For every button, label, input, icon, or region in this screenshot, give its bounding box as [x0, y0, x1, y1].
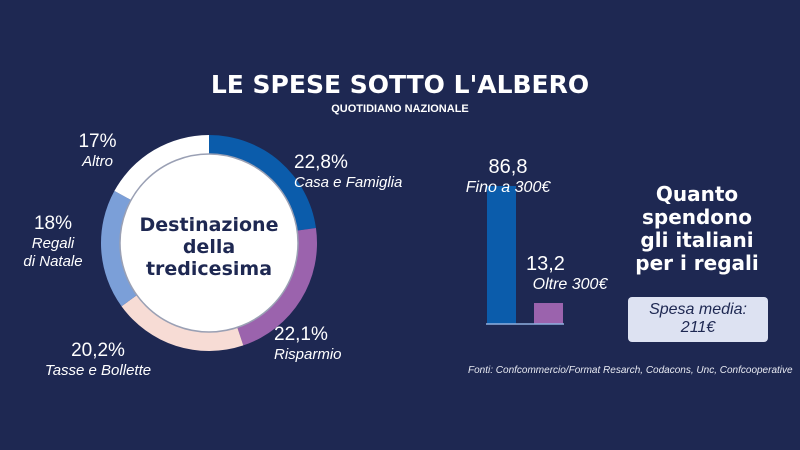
- side-title-line: per i regali: [635, 251, 759, 275]
- average-label: Spesa media:: [649, 301, 747, 318]
- bar-category: Fino a 300€: [465, 179, 551, 196]
- slice-name: Tasse e Bollette: [44, 362, 152, 379]
- slice-name: Altro: [82, 153, 113, 170]
- donut-slice: [101, 190, 137, 307]
- bar-value: 86,8: [488, 156, 528, 178]
- slice-name: Risparmio: [274, 346, 342, 363]
- average-value: 211€: [680, 319, 716, 336]
- bar-category: Oltre 300€: [532, 276, 608, 293]
- slice-label-altro: 17% Altro: [70, 131, 125, 170]
- center-line: Destinazione: [139, 214, 279, 236]
- side-title-line: Quanto: [655, 182, 739, 206]
- slice-label-tasse: 20,2% Tasse e Bollette: [38, 340, 158, 379]
- bar-value: 13,2: [526, 253, 565, 275]
- donut-center-title: Destinazione della tredicesima: [119, 214, 299, 280]
- donut-chart: [101, 135, 317, 351]
- sources-note: Fonti: Confcommercio/Format Resarch, Cod…: [468, 365, 793, 376]
- side-title-line: gli italiani: [640, 228, 754, 252]
- page-subtitle: QUOTIDIANO NAZIONALE: [331, 103, 469, 115]
- slice-value: 20,2%: [71, 340, 125, 361]
- center-line: tredicesima: [145, 258, 273, 280]
- slice-name: Casa e Famiglia: [294, 174, 403, 191]
- slice-value: 17%: [78, 131, 117, 152]
- slice-label-casa: 22,8% Casa e Famiglia: [294, 152, 402, 191]
- page-title: LE SPESE SOTTO L'ALBERO: [210, 70, 590, 99]
- bar-label-oltre: 13,2 Oltre 300€: [520, 253, 620, 294]
- donut-slice: [121, 295, 244, 351]
- average-spend-box: Spesa media: 211€: [628, 297, 768, 342]
- slice-value: 22,1%: [274, 324, 328, 345]
- donut-slice: [209, 135, 316, 231]
- slice-name: Regali di Natale: [23, 235, 83, 270]
- bar: [487, 186, 516, 324]
- side-title-line: spendono: [641, 205, 753, 229]
- slice-value: 22,8%: [294, 152, 348, 173]
- bar: [534, 303, 563, 324]
- side-title: Quanto spendono gli italiani per i regal…: [622, 183, 772, 275]
- bar-chart: [486, 186, 564, 325]
- slice-value: 18%: [33, 213, 73, 234]
- donut-hole: [119, 153, 299, 333]
- center-line: della: [182, 236, 236, 258]
- bar-label-fino: 86,8 Fino a 300€: [458, 156, 558, 197]
- slice-label-risparmio: 22,1% Risparmio: [274, 324, 342, 363]
- slice-label-regali: 18% Regali di Natale: [18, 213, 88, 271]
